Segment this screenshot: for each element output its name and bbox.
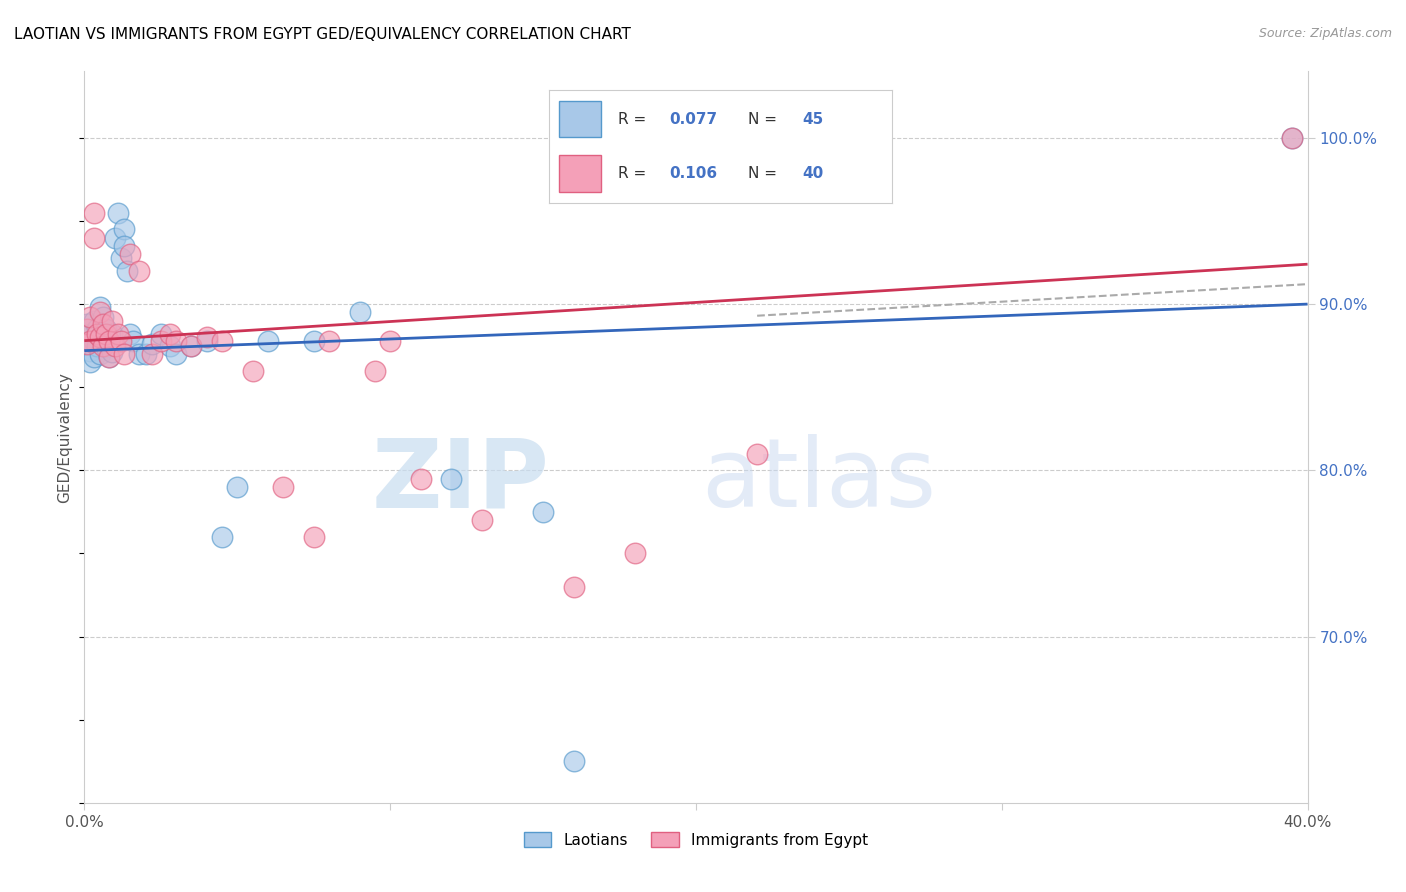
Point <box>91 310 114 325</box>
Point <box>97 351 120 365</box>
Point <box>471 513 494 527</box>
Point <box>101 345 124 359</box>
Point <box>79 343 101 358</box>
Point <box>364 363 387 377</box>
Point <box>112 347 135 361</box>
Point <box>302 530 325 544</box>
Point <box>110 334 132 348</box>
Point <box>107 205 129 219</box>
Point <box>115 264 138 278</box>
Point <box>107 326 129 341</box>
Point <box>128 264 150 278</box>
Point <box>94 340 117 354</box>
Point <box>135 347 157 361</box>
Point <box>141 337 163 351</box>
Point <box>165 347 187 361</box>
Point <box>409 472 432 486</box>
Point <box>149 334 172 348</box>
Point <box>112 239 135 253</box>
Point <box>120 247 142 261</box>
Point <box>104 230 127 244</box>
Point <box>180 339 202 353</box>
Point <box>76 322 98 336</box>
Point <box>79 310 101 325</box>
Point <box>76 317 98 331</box>
Point <box>380 334 402 348</box>
Point <box>159 339 181 353</box>
Point <box>440 472 463 486</box>
Point <box>97 351 120 365</box>
Point <box>1281 131 1303 145</box>
Point <box>122 334 145 348</box>
Point <box>91 317 114 331</box>
Point <box>104 339 127 353</box>
Point <box>97 334 120 348</box>
Point <box>302 334 325 348</box>
Point <box>97 334 120 348</box>
Point <box>83 314 105 328</box>
Point <box>91 339 114 353</box>
Point <box>79 355 101 369</box>
Point <box>141 347 163 361</box>
Point <box>83 205 105 219</box>
Point <box>562 580 585 594</box>
Point <box>94 326 117 341</box>
Point <box>318 334 340 348</box>
Point <box>86 326 108 341</box>
Text: Source: ZipAtlas.com: Source: ZipAtlas.com <box>1258 27 1392 40</box>
Point <box>101 314 124 328</box>
Point <box>89 330 111 344</box>
Point <box>76 337 98 351</box>
Point <box>112 222 135 236</box>
Point <box>624 546 647 560</box>
Point <box>562 754 585 768</box>
Point <box>1281 131 1303 145</box>
Legend: Laotians, Immigrants from Egypt: Laotians, Immigrants from Egypt <box>517 825 875 854</box>
Point <box>149 326 172 341</box>
Point <box>271 480 294 494</box>
Text: LAOTIAN VS IMMIGRANTS FROM EGYPT GED/EQUIVALENCY CORRELATION CHART: LAOTIAN VS IMMIGRANTS FROM EGYPT GED/EQU… <box>14 27 631 42</box>
Point <box>747 447 769 461</box>
Point <box>531 505 554 519</box>
Point <box>120 326 142 341</box>
Point <box>165 334 187 348</box>
Y-axis label: GED/Equivalency: GED/Equivalency <box>58 372 73 502</box>
Point <box>94 322 117 336</box>
Point <box>211 334 233 348</box>
Point <box>76 337 98 351</box>
Point <box>83 230 105 244</box>
Text: atlas: atlas <box>700 434 936 527</box>
Point <box>226 480 249 494</box>
Point <box>86 339 108 353</box>
Point <box>195 334 218 348</box>
Text: ZIP: ZIP <box>371 434 550 527</box>
Point <box>79 326 101 341</box>
Point <box>83 334 105 348</box>
Point <box>110 251 132 265</box>
Point <box>159 326 181 341</box>
Point <box>89 347 111 361</box>
Point <box>86 322 108 336</box>
Point <box>195 330 218 344</box>
Point <box>91 330 114 344</box>
Point <box>83 351 105 365</box>
Point <box>89 301 111 315</box>
Point <box>349 305 371 319</box>
Point <box>128 347 150 361</box>
Point <box>101 326 124 341</box>
Point <box>180 339 202 353</box>
Point <box>79 334 101 348</box>
Point <box>211 530 233 544</box>
Point <box>242 363 264 377</box>
Point <box>257 334 280 348</box>
Point <box>89 305 111 319</box>
